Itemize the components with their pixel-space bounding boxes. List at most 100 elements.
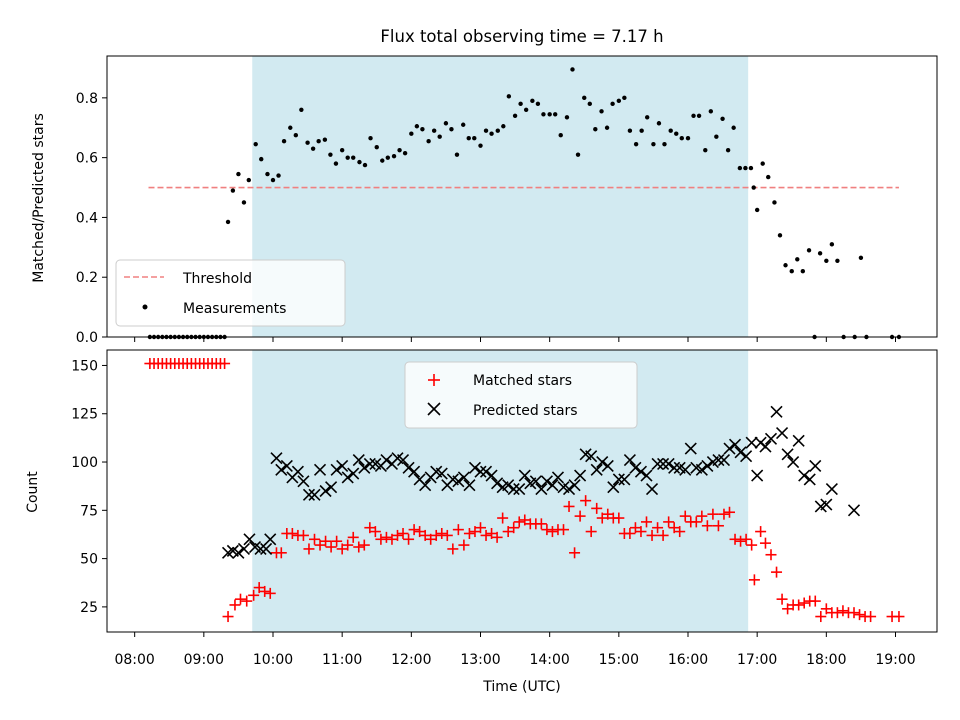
data-point	[403, 533, 415, 545]
data-point	[651, 141, 656, 147]
data-point	[703, 147, 708, 153]
data-point	[809, 459, 822, 472]
data-point	[820, 498, 833, 511]
data-point	[288, 125, 293, 130]
data-point	[425, 533, 437, 545]
data-point	[634, 465, 648, 478]
data-point	[286, 527, 298, 539]
data-point	[297, 475, 310, 488]
data-point	[341, 471, 354, 484]
data-point	[540, 475, 553, 488]
data-point	[759, 440, 772, 453]
data-point	[454, 152, 460, 157]
data-point	[325, 481, 338, 494]
y-tick-label: 125	[71, 407, 98, 423]
data-point	[339, 147, 345, 153]
data-point	[798, 597, 810, 609]
data-point	[363, 457, 376, 471]
data-point	[402, 150, 408, 156]
data-point	[622, 95, 627, 101]
series-measurements	[147, 67, 902, 340]
data-point	[806, 248, 812, 253]
data-point	[679, 136, 684, 141]
x-tick-labels: 08:00 09:00 10:00 11:00 12:00 13:00 14:00 15:00…	[114, 652, 915, 668]
data-point	[264, 587, 276, 599]
data-point	[502, 479, 515, 492]
data-point	[616, 98, 622, 104]
y-tick-label: 0.8	[76, 91, 98, 107]
data-point	[824, 258, 829, 263]
data-point	[553, 112, 558, 117]
x-tick-label: 19:00	[875, 652, 915, 668]
data-point	[652, 522, 664, 534]
data-point	[546, 479, 559, 492]
data-point	[893, 611, 905, 623]
data-point	[570, 67, 575, 72]
data-point	[701, 459, 714, 472]
data-point	[375, 533, 387, 545]
data-point	[735, 535, 747, 547]
data-point	[463, 479, 476, 492]
data-point	[582, 95, 587, 101]
data-point	[640, 469, 653, 482]
data-point	[848, 607, 860, 619]
data-point	[624, 527, 636, 539]
data-point	[674, 526, 686, 538]
legend-measurements-label: Measurements	[183, 301, 286, 317]
data-point	[358, 461, 371, 474]
data-point	[513, 483, 526, 496]
data-point	[347, 467, 360, 480]
legend-matched-marker	[428, 374, 440, 386]
x-axis-label: Time (UTC)	[482, 679, 560, 695]
data-point	[627, 128, 633, 133]
data-point	[437, 134, 442, 139]
data-point	[712, 454, 725, 467]
data-point	[599, 109, 604, 114]
data-point	[541, 524, 553, 536]
data-point	[685, 136, 691, 141]
data-point	[558, 524, 569, 536]
data-point	[260, 542, 273, 556]
data-point	[568, 479, 581, 492]
data-point	[585, 450, 598, 463]
data-point	[347, 531, 359, 543]
data-point	[483, 128, 489, 133]
data-point	[679, 510, 691, 522]
data-point	[601, 459, 614, 472]
data-point	[275, 463, 288, 476]
data-point	[596, 512, 608, 524]
y-tick-label: 0.6	[76, 151, 98, 167]
data-point	[380, 454, 393, 467]
x-tick-label: 11:00	[322, 652, 362, 668]
data-point	[523, 107, 529, 113]
data-point	[663, 516, 675, 528]
data-point	[695, 463, 708, 476]
data-point	[342, 539, 354, 551]
data-point	[618, 473, 631, 486]
data-point	[593, 127, 598, 132]
data-point	[858, 255, 864, 260]
data-point	[276, 173, 281, 178]
data-point	[351, 155, 356, 160]
data-point	[463, 527, 475, 539]
data-point	[815, 611, 827, 623]
data-point	[766, 174, 771, 180]
data-point	[501, 124, 506, 129]
data-point	[466, 136, 471, 141]
y-tick-label: 75	[80, 503, 98, 519]
data-point	[380, 158, 385, 163]
data-point	[479, 465, 493, 478]
data-point	[345, 155, 350, 160]
data-point	[764, 432, 778, 445]
data-point	[720, 116, 725, 121]
data-point	[602, 508, 614, 520]
data-point	[513, 516, 525, 528]
data-point	[281, 138, 287, 144]
data-point	[430, 529, 442, 541]
data-point	[771, 566, 783, 578]
data-point	[248, 589, 260, 601]
data-point	[420, 127, 425, 132]
data-point	[402, 461, 415, 474]
data-point	[452, 475, 465, 488]
data-point	[508, 522, 520, 534]
